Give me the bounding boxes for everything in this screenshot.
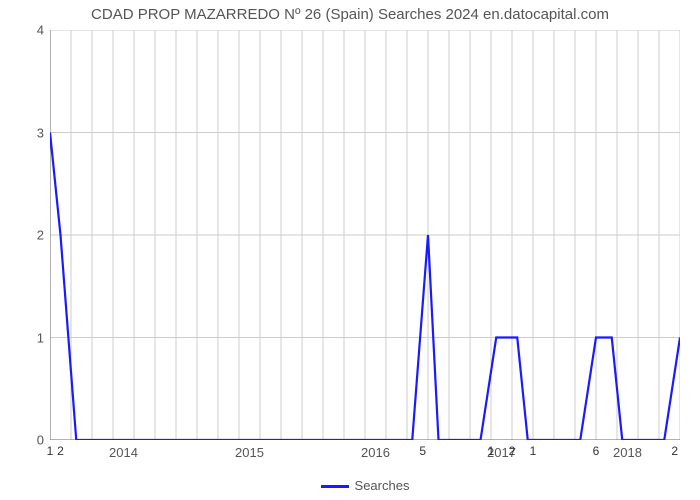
grid <box>50 30 680 440</box>
y-tick-label: 1 <box>4 330 44 345</box>
x-tick-label: 2018 <box>613 445 642 460</box>
x-tick-label: 2015 <box>235 445 264 460</box>
y-tick-label: 0 <box>4 433 44 448</box>
value-label: 2 <box>509 444 516 458</box>
value-label: 1 <box>488 444 495 458</box>
plot-area <box>50 30 680 440</box>
y-tick-label: 2 <box>4 228 44 243</box>
x-tick-label: 2016 <box>361 445 390 460</box>
value-label: 5 <box>419 444 426 458</box>
value-label: 6 <box>593 444 600 458</box>
value-label: 1 <box>47 444 54 458</box>
legend-swatch <box>321 485 349 488</box>
value-label: 1 <box>530 444 537 458</box>
x-tick-label: 2014 <box>109 445 138 460</box>
chart-container: CDAD PROP MAZARREDO Nº 26 (Spain) Search… <box>0 0 700 500</box>
y-tick-label: 3 <box>4 125 44 140</box>
chart-title: CDAD PROP MAZARREDO Nº 26 (Spain) Search… <box>0 6 700 23</box>
value-label: 2 <box>57 444 64 458</box>
y-tick-label: 4 <box>4 23 44 38</box>
value-label: 2 <box>671 444 678 458</box>
legend-label: Searches <box>355 478 410 493</box>
chart-svg <box>50 30 680 440</box>
legend: Searches <box>50 478 680 493</box>
